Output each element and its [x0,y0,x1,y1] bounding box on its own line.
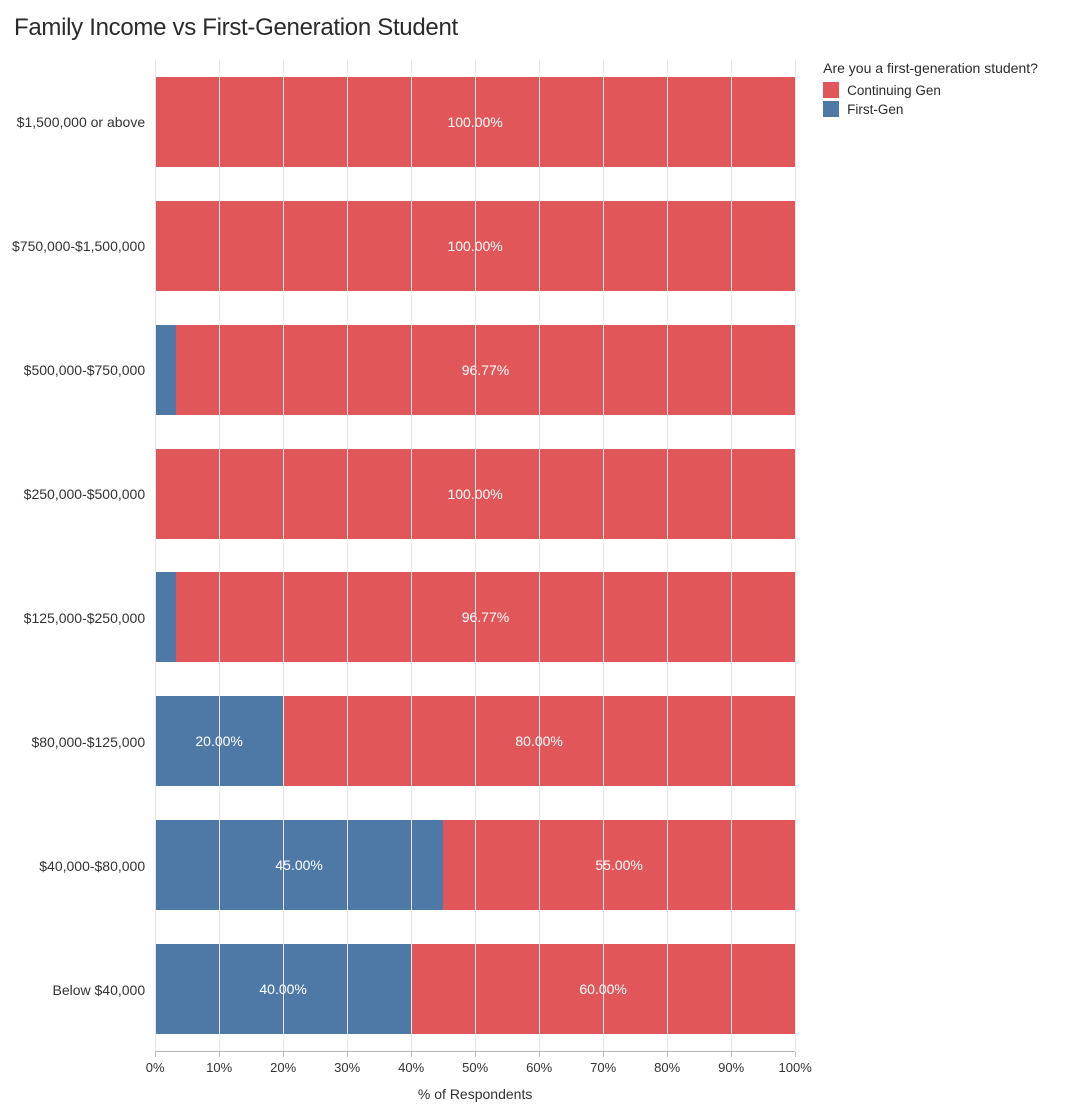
x-axis-tick-label: 50% [462,1060,488,1075]
y-axis-category: Below $40,000 [12,928,145,1052]
plot-area: 100.00%100.00%96.77%100.00%96.77%20.00%8… [155,60,795,1052]
y-axis-category: $500,000-$750,000 [12,308,145,432]
chart: $1,500,000 or above$750,000-$1,500,000$5… [12,60,795,1102]
bar-segment: 45.00% [155,820,443,910]
gridline [795,60,796,1051]
x-axis-tick-label: 40% [398,1060,424,1075]
y-axis-labels: $1,500,000 or above$750,000-$1,500,000$5… [12,60,155,1052]
y-axis-category: $750,000-$1,500,000 [12,184,145,308]
gridline [475,60,476,1051]
gridline [667,60,668,1051]
bar-segment [155,572,176,662]
x-axis-tick-label: 0% [146,1060,165,1075]
gridline [155,60,156,1051]
x-axis-tick-label: 10% [206,1060,232,1075]
x-axis-tick-label: 70% [590,1060,616,1075]
legend-item: Continuing Gen [823,82,1038,98]
legend-label: First-Gen [847,102,903,117]
bar-segment [155,325,176,415]
x-axis-tick-label: 100% [779,1060,812,1075]
legend-label: Continuing Gen [847,83,941,98]
bar-value-label: 96.77% [462,362,509,378]
legend-title: Are you a first-generation student? [823,60,1038,76]
y-axis-category: $125,000-$250,000 [12,556,145,680]
gridline [539,60,540,1051]
gridline [411,60,412,1051]
y-axis-category: $1,500,000 or above [12,60,145,184]
x-axis-tick-label: 60% [526,1060,552,1075]
x-axis-label: % of Respondents [155,1086,795,1102]
x-axis-tick-label: 30% [334,1060,360,1075]
gridline [219,60,220,1051]
gridline [603,60,604,1051]
chart-title: Family Income vs First-Generation Studen… [14,14,1068,42]
bar-segment: 55.00% [443,820,795,910]
x-axis-tick-label: 80% [654,1060,680,1075]
x-axis-ticks: 0%10%20%30%40%50%60%70%80%90%100% [155,1058,795,1080]
legend-swatch [823,101,839,117]
bar-segment: 96.77% [176,325,795,415]
gridline [283,60,284,1051]
gridline [347,60,348,1051]
y-axis-category: $40,000-$80,000 [12,804,145,928]
bar-value-label: 96.77% [462,609,509,625]
y-axis-category: $250,000-$500,000 [12,432,145,556]
x-axis-tick-label: 90% [718,1060,744,1075]
gridline [731,60,732,1051]
legend-item: First-Gen [823,101,1038,117]
y-axis-category: $80,000-$125,000 [12,680,145,804]
legend-swatch [823,82,839,98]
x-axis-tick-label: 20% [270,1060,296,1075]
bar-segment: 96.77% [176,572,795,662]
legend: Are you a first-generation student? Cont… [823,60,1038,120]
